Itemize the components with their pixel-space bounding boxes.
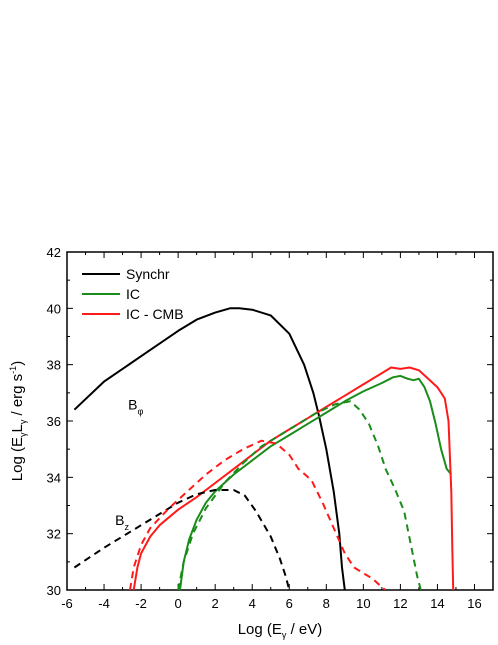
x-tick-label: 8: [323, 596, 330, 611]
y-tick-label: 40: [47, 301, 61, 316]
tick-labels: -6 -4 -2 0 2 4 6 8 10 12 14 16 30 32 34 36 38 40 42: [47, 245, 482, 611]
x-axis-title: Log (Eγ / eV): [238, 621, 323, 640]
y-tick-label: 36: [47, 414, 61, 429]
x-tick-label: 16: [467, 596, 481, 611]
legend-label-synchr: Synchr: [126, 266, 170, 282]
x-tick-label: -2: [135, 596, 147, 611]
x-tick-label: 4: [249, 596, 256, 611]
legend-label-ic: IC: [126, 286, 140, 302]
series-line-ic-cmb-b-phi-solid: [132, 366, 455, 590]
y-tick-label: 38: [47, 358, 61, 373]
x-tick-label: 14: [430, 596, 444, 611]
x-tick-label: 12: [393, 596, 407, 611]
plot-frame: [66, 251, 494, 591]
annotation-b-z: Bz: [115, 512, 129, 532]
x-tick-label: 0: [175, 596, 182, 611]
y-tick-label: 34: [47, 470, 61, 485]
x-tick-label: -6: [61, 596, 73, 611]
legend: Synchr IC IC - CMB: [82, 266, 184, 322]
x-tick-label: -4: [98, 596, 110, 611]
series-line-ic-b-z-dashed: [177, 400, 422, 590]
series-line-ic-cmb-b-z-dashed: [129, 439, 387, 590]
y-tick-label: 32: [47, 527, 61, 542]
x-tick-label: 2: [212, 596, 219, 611]
series-line-synchr-b-phi-solid: [73, 307, 346, 590]
series-line-synchr-b-z-dashed: [73, 489, 291, 590]
legend-label-ic-cmb: IC - CMB: [126, 306, 184, 322]
y-axis-title: Log (EγLγ / erg s-1): [8, 361, 28, 481]
axis-ticks: [66, 251, 493, 591]
y-tick-label: 30: [47, 583, 61, 598]
y-tick-label: 42: [47, 245, 61, 260]
x-tick-label: 6: [286, 596, 293, 611]
x-tick-label: 10: [356, 596, 370, 611]
annotation-b-phi: Bφ: [128, 397, 143, 417]
series-line-ic-b-phi-solid: [179, 374, 453, 590]
series-layer: [73, 307, 455, 590]
